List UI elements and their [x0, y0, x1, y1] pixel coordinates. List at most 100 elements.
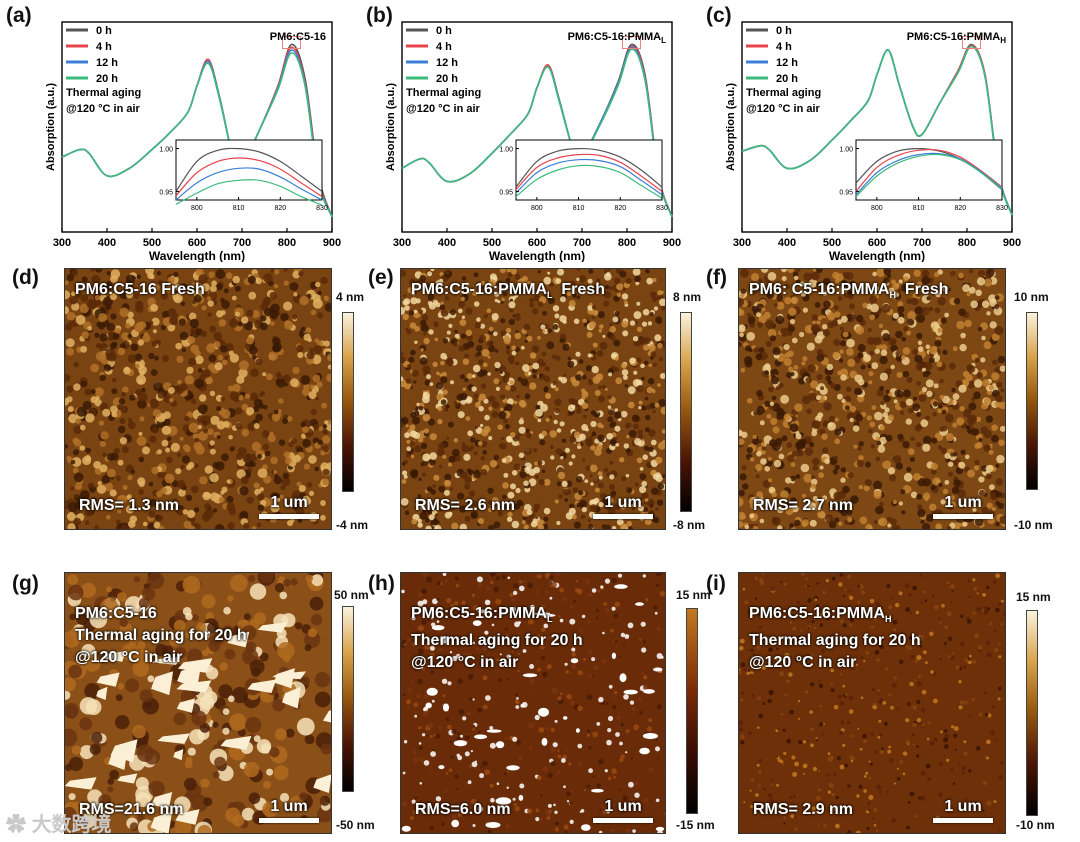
- afm-grain: [224, 355, 229, 360]
- afm-grain: [303, 463, 310, 470]
- afm-grain: [916, 381, 921, 386]
- afm-grain: [1000, 622, 1003, 626]
- afm-grain: [934, 604, 939, 610]
- afm-grain: [156, 490, 163, 498]
- afm-grain: [747, 648, 750, 651]
- afm-grain: [621, 369, 629, 376]
- afm-grain: [927, 721, 931, 725]
- afm-grain: [759, 518, 765, 524]
- afm-grain: [80, 345, 88, 353]
- afm-grain: [259, 487, 264, 492]
- afm-grain: [834, 311, 841, 318]
- afm-grain: [320, 500, 327, 506]
- afm-grain: [73, 517, 81, 526]
- afm-grain: [273, 409, 279, 415]
- afm-grain: [591, 588, 597, 593]
- afm-grain: [412, 809, 418, 815]
- afm-grain: [811, 314, 818, 321]
- afm-grain: [190, 344, 200, 354]
- afm-grain: [418, 309, 424, 315]
- afm-grain: [831, 576, 836, 581]
- afm-grain: [318, 426, 324, 431]
- afm-grain: [320, 450, 326, 456]
- afm-grain: [587, 353, 592, 358]
- afm-grain: [740, 269, 749, 278]
- afm-grain: [783, 344, 790, 351]
- afm-grain: [546, 341, 555, 350]
- afm-grain: [914, 659, 919, 663]
- afm-grain: [614, 356, 619, 361]
- afm-grain: [65, 705, 78, 719]
- afm-grain: [406, 329, 412, 335]
- afm-grain: [246, 407, 255, 416]
- afm-grain: [827, 752, 831, 756]
- afm-grain: [474, 322, 482, 329]
- afm-grain: [654, 402, 660, 408]
- afm-grain: [302, 388, 311, 396]
- afm-grain: [643, 501, 647, 505]
- afm-grain: [452, 655, 458, 662]
- afm-grain: [996, 454, 1005, 464]
- afm-grain: [905, 718, 910, 723]
- afm-grain: [210, 415, 220, 425]
- afm-grain: [305, 574, 314, 583]
- afm-grain: [471, 798, 477, 805]
- afm-grain: [269, 747, 280, 758]
- afm-grain: [296, 344, 304, 353]
- afm-grain: [556, 770, 561, 774]
- afm-grain: [430, 670, 434, 674]
- afm-grain: [920, 770, 926, 776]
- afm-grain: [522, 579, 526, 583]
- afm-crystal: [152, 671, 174, 691]
- afm-grain: [577, 670, 583, 676]
- afm-grain: [219, 662, 228, 671]
- afm-grain: [481, 349, 490, 357]
- afm-grain: [983, 691, 987, 695]
- afm-grain: [75, 315, 86, 325]
- colorbar-max-i: 15 nm: [1016, 590, 1051, 604]
- afm-grain: [615, 732, 620, 737]
- afm-grain: [66, 347, 74, 356]
- colorbar-min-i: -10 nm: [1016, 818, 1055, 832]
- y-axis-label: Absorption (a.u.): [45, 83, 57, 171]
- afm-grain: [297, 518, 303, 524]
- afm-grain: [401, 589, 405, 594]
- afm-grain: [507, 398, 514, 406]
- afm-aggregate: [426, 687, 438, 696]
- afm-grain: [124, 366, 130, 372]
- afm-grain: [760, 581, 765, 586]
- afm-grain: [70, 459, 76, 465]
- afm-grain: [609, 326, 616, 333]
- afm-grain: [608, 684, 613, 689]
- afm-grain: [419, 275, 427, 282]
- afm-grain: [537, 667, 541, 672]
- afm-grain: [940, 447, 947, 454]
- afm-grain: [822, 324, 828, 330]
- afm-grain: [401, 376, 404, 382]
- afm-grain: [128, 520, 136, 528]
- afm-grain: [488, 406, 493, 411]
- afm-grain: [552, 324, 559, 330]
- afm-grain: [197, 424, 202, 430]
- afm-grain: [203, 428, 208, 434]
- afm-grain: [249, 583, 267, 600]
- afm-grain: [426, 486, 433, 492]
- afm-grain: [789, 318, 796, 325]
- afm-grain: [937, 328, 943, 333]
- afm-grain: [418, 742, 422, 745]
- afm-grain: [657, 676, 660, 679]
- afm-grain: [175, 468, 182, 475]
- afm-grain: [90, 731, 103, 744]
- afm-grain: [479, 323, 486, 329]
- afm-grain: [65, 373, 71, 382]
- afm-grain: [422, 453, 431, 462]
- afm-grain: [629, 700, 635, 705]
- afm-grain: [133, 293, 140, 299]
- afm-grain: [162, 310, 170, 319]
- afm-grain: [967, 579, 971, 583]
- afm-grain: [149, 398, 160, 409]
- afm-grain: [770, 417, 778, 426]
- afm-grain: [544, 323, 549, 329]
- condition-line1: Thermal aging: [66, 87, 141, 99]
